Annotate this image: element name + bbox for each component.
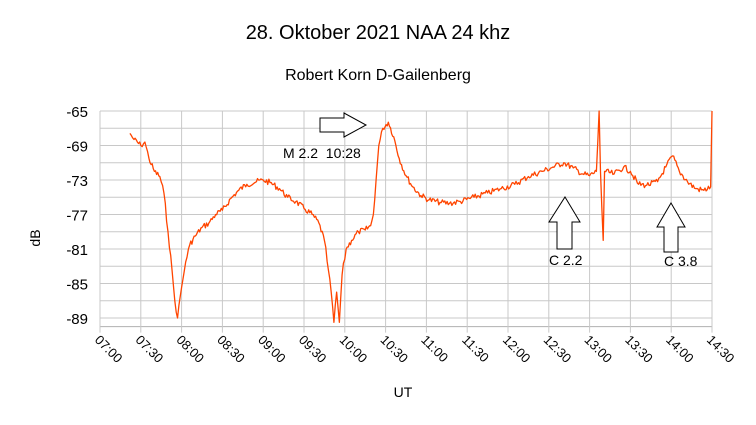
- annotation-c22: C 2.2: [549, 252, 583, 268]
- x-tick-label: 09:30: [296, 332, 330, 366]
- x-tick-label: 11:30: [459, 332, 492, 365]
- x-tick-label: 10:00: [337, 332, 371, 366]
- arrow-right-icon: [319, 112, 368, 138]
- arrow-up-icon: [656, 202, 686, 253]
- y-tick-label: -69: [66, 139, 88, 156]
- y-axis-label: dB: [27, 229, 43, 246]
- y-tick-label: -85: [66, 277, 88, 294]
- chart-subtitle: Robert Korn D-Gailenberg: [285, 67, 471, 84]
- x-tick-label: 11:00: [418, 332, 451, 365]
- x-tick-label: 10:30: [377, 332, 411, 366]
- x-tick-label: 09:00: [255, 332, 289, 366]
- x-tick-label: 07:00: [92, 332, 126, 366]
- x-tick-label: 14:00: [663, 332, 697, 366]
- x-tick-label: 12:00: [500, 332, 534, 366]
- y-tick-label: -81: [66, 242, 88, 259]
- chart-title: 28. Oktober 2021 NAA 24 khz: [245, 22, 511, 44]
- x-tick-label: 14:30: [704, 332, 738, 366]
- x-axis-label: UT: [394, 384, 413, 400]
- data-series-line: [129, 110, 713, 323]
- annotation-m22: M 2.2 10:28: [283, 145, 361, 161]
- x-tick-label: 08:30: [214, 332, 248, 366]
- x-tick-label: 12:30: [541, 332, 575, 366]
- y-tick-label: -65: [66, 104, 88, 121]
- x-tick-label: 08:00: [173, 332, 207, 366]
- y-tick-label: -77: [66, 208, 88, 225]
- y-tick-label: -89: [66, 311, 88, 328]
- x-tick-label: 07:30: [133, 332, 167, 366]
- y-tick-label: -73: [66, 173, 88, 190]
- x-tick-label: 13:00: [581, 332, 615, 366]
- arrow-up-icon: [548, 196, 581, 250]
- x-tick-label: 13:30: [622, 332, 656, 366]
- annotation-c38: C 3.8: [664, 253, 698, 269]
